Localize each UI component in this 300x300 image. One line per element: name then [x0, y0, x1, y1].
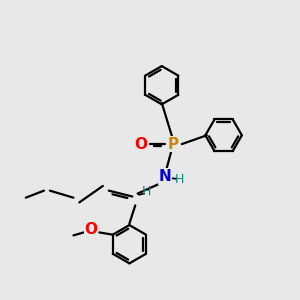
Text: O: O	[135, 136, 148, 152]
Text: H: H	[175, 173, 184, 186]
Text: P: P	[168, 136, 179, 152]
Text: H: H	[142, 185, 151, 198]
Text: O: O	[85, 222, 98, 237]
Text: N: N	[158, 169, 171, 184]
